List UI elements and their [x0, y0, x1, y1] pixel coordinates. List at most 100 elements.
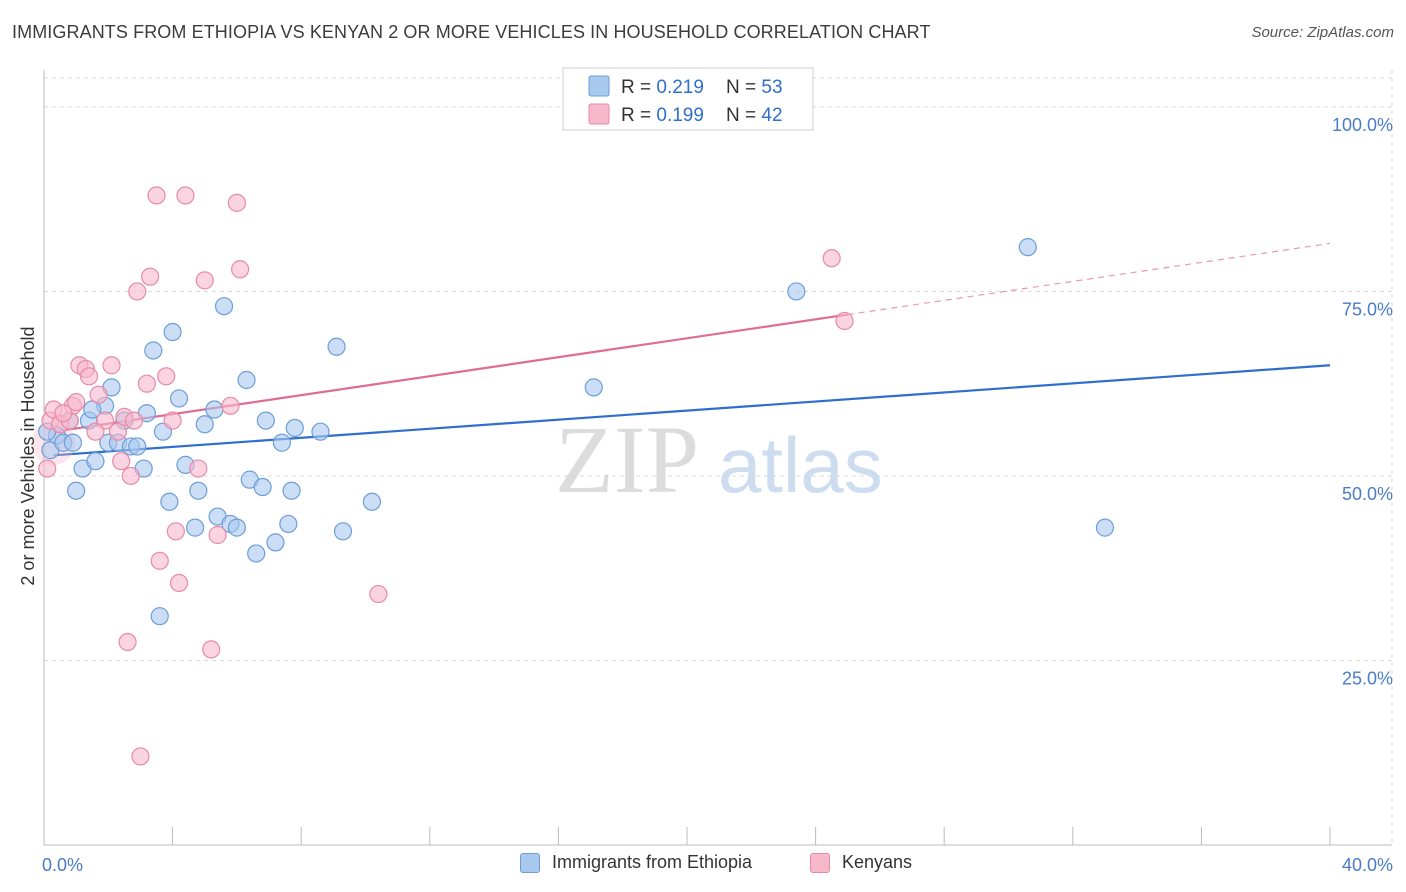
data-point-pink — [835, 311, 854, 331]
data-point-pink — [231, 260, 250, 279]
data-point-blue — [86, 452, 105, 471]
data-point-blue — [186, 518, 205, 537]
data-point-blue — [584, 378, 603, 397]
data-point-blue — [205, 400, 224, 419]
data-point-blue — [189, 481, 208, 500]
data-point-pink — [221, 396, 240, 415]
data-point-blue — [1018, 238, 1037, 257]
x-tick-label: 40.0% — [1342, 855, 1393, 875]
tick-labels: 25.0% 50.0% 75.0% 100.0% 0.0% 40.0% — [42, 115, 1393, 875]
trend-line-extension-pink — [847, 242, 1331, 316]
legend-label-ethiopia: Immigrants from Ethiopia — [552, 852, 753, 872]
data-point-blue — [279, 514, 298, 534]
data-point-blue — [247, 544, 266, 563]
legend-n-value-1: 53 — [761, 77, 782, 98]
data-point-pink — [67, 393, 86, 412]
legend-r-label-2: R = — [621, 105, 656, 126]
legend-swatch-pink — [588, 103, 610, 125]
data-point-blue — [160, 492, 179, 511]
data-point-pink — [38, 459, 57, 478]
y-tick-label: 100.0% — [1332, 115, 1393, 135]
data-point-pink — [131, 747, 150, 766]
data-point-pink — [822, 249, 841, 268]
data-point-pink — [124, 411, 144, 430]
svg-text:N = 53: N = 53 — [726, 77, 783, 98]
data-point-blue — [266, 533, 285, 552]
data-point-pink — [176, 186, 195, 205]
legend-item-kenyans: Kenyans — [810, 852, 912, 873]
trend-line-pink — [53, 313, 848, 433]
data-point-pink — [128, 282, 147, 301]
data-point-pink — [169, 573, 189, 593]
data-point-blue — [150, 607, 169, 626]
data-points — [31, 186, 1115, 766]
watermark-atlas: atlas — [718, 421, 883, 509]
chart-source: Source: ZipAtlas.com — [1251, 24, 1394, 41]
data-point-blue — [311, 422, 330, 441]
data-point-blue — [253, 477, 272, 497]
data-point-pink — [189, 459, 208, 478]
data-point-blue — [227, 518, 246, 537]
y-tick-label: 50.0% — [1342, 484, 1393, 504]
data-point-pink — [166, 522, 185, 541]
data-point-pink — [227, 193, 246, 212]
legend-r-value-1: 0.219 — [656, 77, 704, 98]
legend-n-label-2: N = — [726, 105, 761, 126]
data-point-pink — [195, 271, 214, 290]
data-point-blue — [256, 411, 275, 430]
legend-bottom: Immigrants from Ethiopia Kenyans — [0, 852, 1406, 876]
legend-item-ethiopia: Immigrants from Ethiopia — [520, 852, 752, 873]
data-point-blue — [362, 492, 382, 511]
legend-r-value-2: 0.199 — [656, 105, 704, 126]
data-point-pink — [150, 551, 169, 570]
legend-swatch-ethiopia — [520, 852, 540, 873]
watermark-zip: ZIP — [555, 406, 699, 513]
data-point-blue — [282, 481, 301, 500]
data-point-pink — [208, 525, 227, 545]
trend-lines — [53, 242, 1331, 457]
data-point-blue — [787, 282, 806, 301]
legend-n-value-2: 42 — [761, 105, 782, 126]
data-point-pink — [369, 584, 388, 604]
data-point-pink — [112, 452, 131, 471]
data-point-blue — [163, 322, 182, 342]
data-point-pink — [202, 640, 221, 659]
watermark: ZIP atlas — [555, 406, 883, 513]
data-point-pink — [147, 186, 166, 205]
data-point-pink — [54, 404, 73, 423]
legend-top: R = 0.219 N = 53 R = 0.199 N = 42 — [562, 67, 814, 131]
legend-n-label-1: N = — [726, 77, 761, 98]
data-point-blue — [169, 389, 189, 408]
data-point-blue — [333, 522, 353, 541]
data-point-pink — [102, 356, 121, 375]
trend-line-blue — [53, 364, 1331, 457]
data-point-blue — [63, 433, 83, 452]
y-tick-label: 25.0% — [1342, 668, 1393, 688]
svg-text:R = 0.219: R = 0.219 — [621, 77, 704, 98]
data-point-pink — [86, 422, 105, 441]
data-point-pink — [157, 367, 176, 386]
data-point-blue — [214, 297, 234, 316]
y-tick-label: 75.0% — [1342, 299, 1393, 319]
data-point-blue — [195, 415, 214, 434]
data-point-blue — [144, 341, 163, 360]
x-tick-label: 0.0% — [42, 855, 83, 875]
svg-text:R = 0.199: R = 0.199 — [621, 105, 704, 126]
legend-r-label-1: R = — [621, 77, 656, 98]
axes — [43, 70, 1392, 846]
legend-label-kenyans: Kenyans — [842, 852, 913, 872]
data-point-blue — [237, 370, 256, 390]
data-point-pink — [89, 385, 108, 404]
data-point-pink — [140, 267, 160, 286]
chart-title: IMMIGRANTS FROM ETHIOPIA VS KENYAN 2 OR … — [12, 22, 931, 42]
data-point-pink — [118, 632, 137, 652]
data-point-pink — [121, 466, 140, 486]
data-point-blue — [327, 337, 346, 356]
data-point-blue — [272, 433, 292, 452]
data-point-pink — [79, 367, 99, 386]
legend-swatch-kenyans — [810, 852, 830, 873]
data-point-blue — [285, 418, 304, 438]
data-point-blue — [128, 437, 147, 456]
data-point-blue — [67, 481, 86, 500]
